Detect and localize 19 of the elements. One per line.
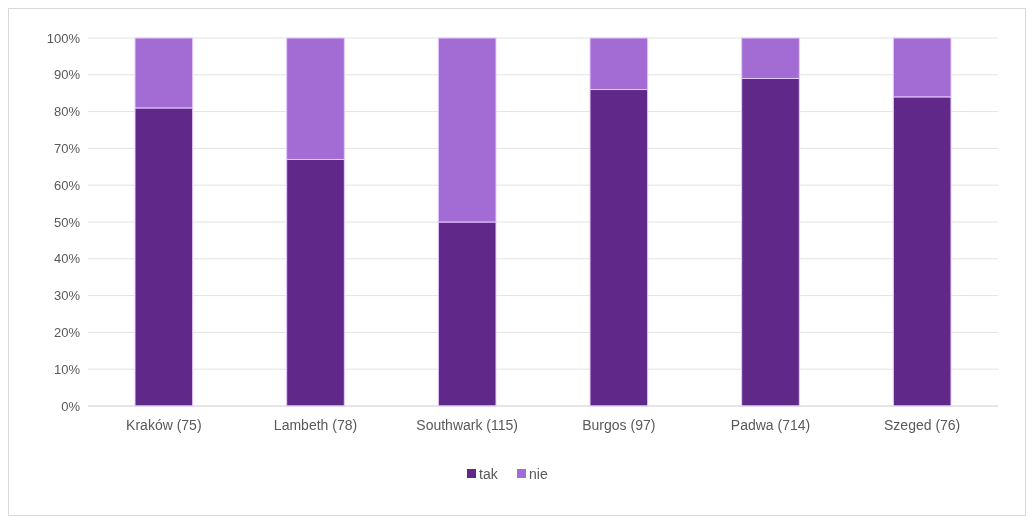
legend-label: nie	[529, 465, 548, 482]
y-tick-label: 10%	[53, 361, 81, 377]
y-tick-label: 60%	[53, 177, 81, 193]
y-tick-label: 40%	[53, 251, 81, 267]
x-tick-label: Kraków (75)	[126, 417, 202, 433]
x-tick-label: Lambeth (78)	[273, 417, 358, 433]
x-tick-label: Padwa (714)	[730, 417, 811, 433]
y-tick-label: 0%	[61, 398, 81, 414]
x-tick-label: Szeged (76)	[884, 417, 961, 433]
legend-label: tak	[479, 465, 499, 482]
y-tick-label: 20%	[53, 324, 81, 340]
y-tick-label: 100%	[46, 30, 81, 46]
y-tick-label: 50%	[53, 214, 81, 230]
x-tick-label: Burgos (97)	[582, 417, 656, 433]
y-tick-label: 80%	[53, 104, 81, 120]
x-tick-label: Southwark (115)	[416, 417, 519, 433]
y-tick-label: 90%	[53, 67, 81, 83]
y-tick-label: 70%	[53, 140, 81, 156]
y-tick-label: 30%	[53, 288, 81, 304]
